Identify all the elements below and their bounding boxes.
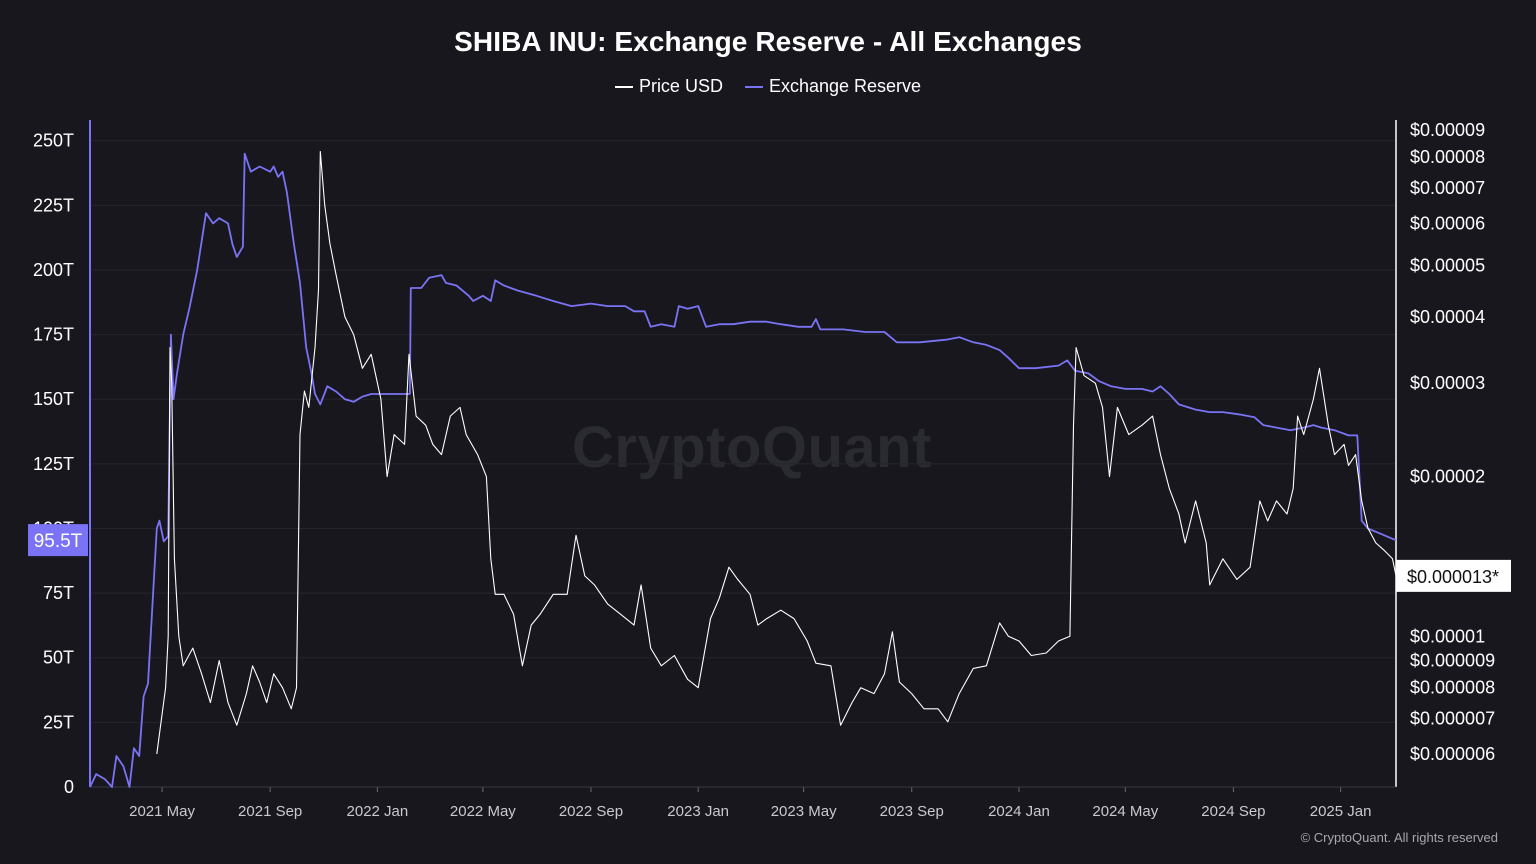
y-left-tick-label-10: 250T (33, 131, 74, 151)
legend-swatch-price (614, 85, 633, 88)
x-tick-label-2: 2022 Jan (347, 803, 409, 820)
x-tick-label-6: 2023 May (771, 803, 837, 820)
legend-label-reserve: Exchange Reserve (768, 76, 922, 96)
y-right-tick-label-10: $0.00007 (1410, 178, 1485, 198)
y-right-tick-label-12: $0.00009 (1410, 120, 1485, 140)
y-left-tick-label-3: 75T (43, 583, 74, 603)
current-reserve-label: 95.5T (34, 531, 83, 552)
legend-item-reserve[interactable]: Exchange Reserve (744, 76, 922, 97)
y-right-tick-label-8: $0.00005 (1410, 255, 1485, 275)
x-tick-label-11: 2025 Jan (1310, 803, 1372, 820)
y-left-tick-label-0: 0 (64, 777, 74, 797)
y-right-tick-label-9: $0.00006 (1410, 213, 1485, 233)
x-tick-label-5: 2023 Jan (667, 803, 729, 820)
legend-label-price: Price USD (638, 76, 723, 96)
y-right-tick-label-5: $0.00002 (1410, 467, 1485, 487)
y-left-tick-label-5: 125T (33, 454, 74, 474)
y-right-tick-label-1: $0.000007 (1410, 709, 1495, 729)
y-left-tick-label-2: 50T (43, 648, 74, 668)
current-price-badge (1396, 559, 1511, 592)
x-tick-label-9: 2024 May (1092, 803, 1158, 820)
y-left-tick-label-6: 150T (33, 389, 74, 409)
legend-item-price[interactable]: Price USD (614, 76, 723, 97)
y-left-tick-label-9: 225T (33, 195, 74, 215)
current-price-label: $0.000013* (1407, 567, 1499, 587)
legend-swatch-reserve (744, 85, 763, 88)
y-left-tick-label-7: 175T (33, 325, 74, 345)
x-tick-label-3: 2022 May (450, 803, 516, 820)
x-tick-label-8: 2024 Jan (988, 803, 1050, 820)
x-tick-label-10: 2024 Sep (1201, 803, 1265, 820)
price-usd-line[interactable] (156, 150, 1397, 755)
y-right-tick-label-2: $0.000008 (1410, 678, 1495, 698)
current-reserve-badge (28, 524, 88, 557)
y-right-tick-label-0: $0.000006 (1410, 744, 1495, 764)
y-right-tick-label-11: $0.00008 (1410, 147, 1485, 167)
legend: Price USD Exchange Reserve (0, 76, 1536, 97)
x-tick-label-4: 2022 Sep (559, 803, 623, 820)
y-right-tick-label-3: $0.000009 (1410, 651, 1495, 671)
y-right-tick-label-6: $0.00003 (1410, 373, 1485, 393)
y-left-tick-label-1: 25T (43, 712, 74, 732)
y-left-tick-label-8: 200T (33, 260, 74, 280)
x-tick-label-1: 2021 Sep (238, 803, 302, 820)
y-right-tick-label-4: $0.00001 (1410, 626, 1485, 646)
y-right-tick-label-7: $0.00004 (1410, 307, 1485, 327)
watermark: CryptoQuant (572, 415, 932, 480)
exchange-reserve-line[interactable] (89, 152, 1397, 788)
x-tick-label-7: 2023 Sep (880, 803, 944, 820)
copyright-notice: © CryptoQuant. All rights reserved (1300, 830, 1498, 845)
x-tick-label-0: 2021 May (129, 803, 195, 820)
chart-title: SHIBA INU: Exchange Reserve - All Exchan… (454, 26, 1082, 57)
